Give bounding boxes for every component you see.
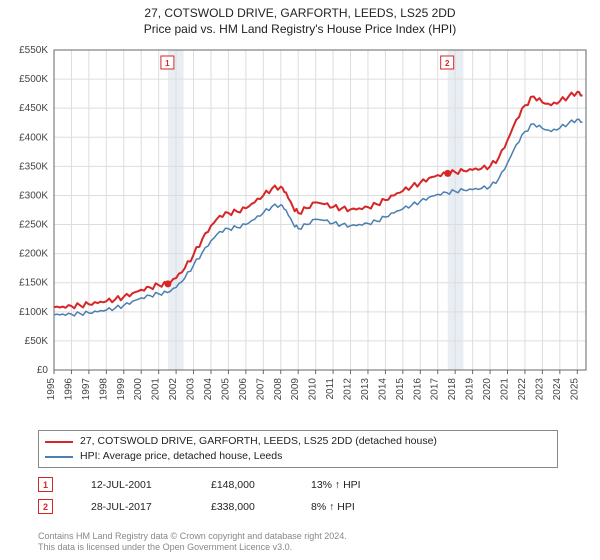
legend-row: HPI: Average price, detached house, Leed…: [45, 449, 551, 464]
svg-text:2009: 2009: [290, 378, 301, 401]
svg-text:£400K: £400K: [19, 132, 48, 143]
svg-text:£350K: £350K: [19, 161, 48, 172]
sale-hpi: 13% ↑ HPI: [311, 479, 411, 491]
footer-line: Contains HM Land Registry data © Crown c…: [38, 531, 347, 543]
title-block: 27, COTSWOLD DRIVE, GARFORTH, LEEDS, LS2…: [0, 0, 600, 37]
footer-line: This data is licensed under the Open Gov…: [38, 542, 347, 554]
chart-svg: £0 £50K £100K £150K £200K £250K £300K £350K £400…: [8, 42, 592, 422]
sale-rows: 1 12-JUL-2001 £148,000 13% ↑ HPI 2 28-JU…: [38, 470, 578, 514]
legend-swatch: [45, 456, 73, 458]
svg-text:2: 2: [445, 59, 450, 68]
svg-text:2010: 2010: [308, 378, 319, 401]
svg-text:2025: 2025: [569, 378, 580, 401]
sale-marker-number: 1: [43, 480, 48, 490]
svg-text:2017: 2017: [430, 378, 441, 401]
svg-text:2003: 2003: [186, 378, 197, 401]
sale-price: £148,000: [211, 479, 311, 491]
sale-date: 12-JUL-2001: [91, 479, 211, 491]
svg-text:1996: 1996: [63, 378, 74, 401]
svg-text:£550K: £550K: [19, 45, 48, 56]
svg-text:2004: 2004: [203, 378, 214, 401]
svg-text:£300K: £300K: [19, 190, 48, 201]
svg-text:£50K: £50K: [25, 336, 49, 347]
footer: Contains HM Land Registry data © Crown c…: [38, 531, 347, 554]
svg-text:2016: 2016: [412, 378, 423, 401]
title-address: 27, COTSWOLD DRIVE, GARFORTH, LEEDS, LS2…: [0, 6, 600, 22]
svg-text:1995: 1995: [46, 378, 57, 401]
svg-text:2022: 2022: [517, 378, 528, 401]
svg-text:1998: 1998: [98, 378, 109, 401]
svg-text:£0: £0: [37, 365, 49, 376]
svg-text:2005: 2005: [220, 378, 231, 401]
svg-text:2020: 2020: [482, 378, 493, 401]
svg-text:£100K: £100K: [19, 307, 48, 318]
sale-row: 1 12-JUL-2001 £148,000 13% ↑ HPI: [38, 477, 578, 492]
svg-text:1: 1: [165, 59, 170, 68]
svg-text:2011: 2011: [325, 378, 336, 400]
svg-text:2007: 2007: [255, 378, 266, 401]
svg-text:£250K: £250K: [19, 220, 48, 231]
svg-text:£200K: £200K: [19, 249, 48, 260]
svg-text:2013: 2013: [360, 378, 371, 401]
sale-price: £338,000: [211, 501, 311, 513]
svg-text:£500K: £500K: [19, 74, 48, 85]
legend-label: 27, COTSWOLD DRIVE, GARFORTH, LEEDS, LS2…: [80, 434, 437, 449]
page-root: 27, COTSWOLD DRIVE, GARFORTH, LEEDS, LS2…: [0, 0, 600, 560]
svg-text:2012: 2012: [343, 378, 354, 401]
sale-marker-box: 1: [38, 477, 53, 492]
legend-row: 27, COTSWOLD DRIVE, GARFORTH, LEEDS, LS2…: [45, 434, 551, 449]
svg-text:2024: 2024: [552, 378, 563, 401]
svg-text:£150K: £150K: [19, 278, 48, 289]
sale-hpi: 8% ↑ HPI: [311, 501, 411, 513]
svg-text:2000: 2000: [133, 378, 144, 401]
chart: £0 £50K £100K £150K £200K £250K £300K £350K £400…: [8, 42, 592, 422]
sale-row: 2 28-JUL-2017 £338,000 8% ↑ HPI: [38, 499, 578, 514]
svg-text:2019: 2019: [465, 378, 476, 401]
svg-text:£450K: £450K: [19, 103, 48, 114]
svg-text:2014: 2014: [377, 378, 388, 401]
svg-text:2015: 2015: [395, 378, 406, 401]
sale-marker-number: 2: [43, 502, 48, 512]
svg-text:2008: 2008: [273, 378, 284, 401]
sale-date: 28-JUL-2017: [91, 501, 211, 513]
svg-text:1999: 1999: [116, 378, 127, 401]
svg-text:2023: 2023: [534, 378, 545, 401]
legend-swatch: [45, 441, 73, 443]
svg-text:2021: 2021: [500, 378, 511, 401]
sale-marker-box: 2: [38, 499, 53, 514]
svg-text:2006: 2006: [238, 378, 249, 401]
legend: 27, COTSWOLD DRIVE, GARFORTH, LEEDS, LS2…: [38, 430, 558, 468]
svg-text:2001: 2001: [151, 378, 162, 401]
title-subtitle: Price paid vs. HM Land Registry's House …: [0, 22, 600, 38]
legend-label: HPI: Average price, detached house, Leed…: [80, 449, 282, 464]
svg-text:1997: 1997: [81, 378, 92, 401]
svg-text:2002: 2002: [168, 378, 179, 401]
svg-text:2018: 2018: [447, 378, 458, 401]
